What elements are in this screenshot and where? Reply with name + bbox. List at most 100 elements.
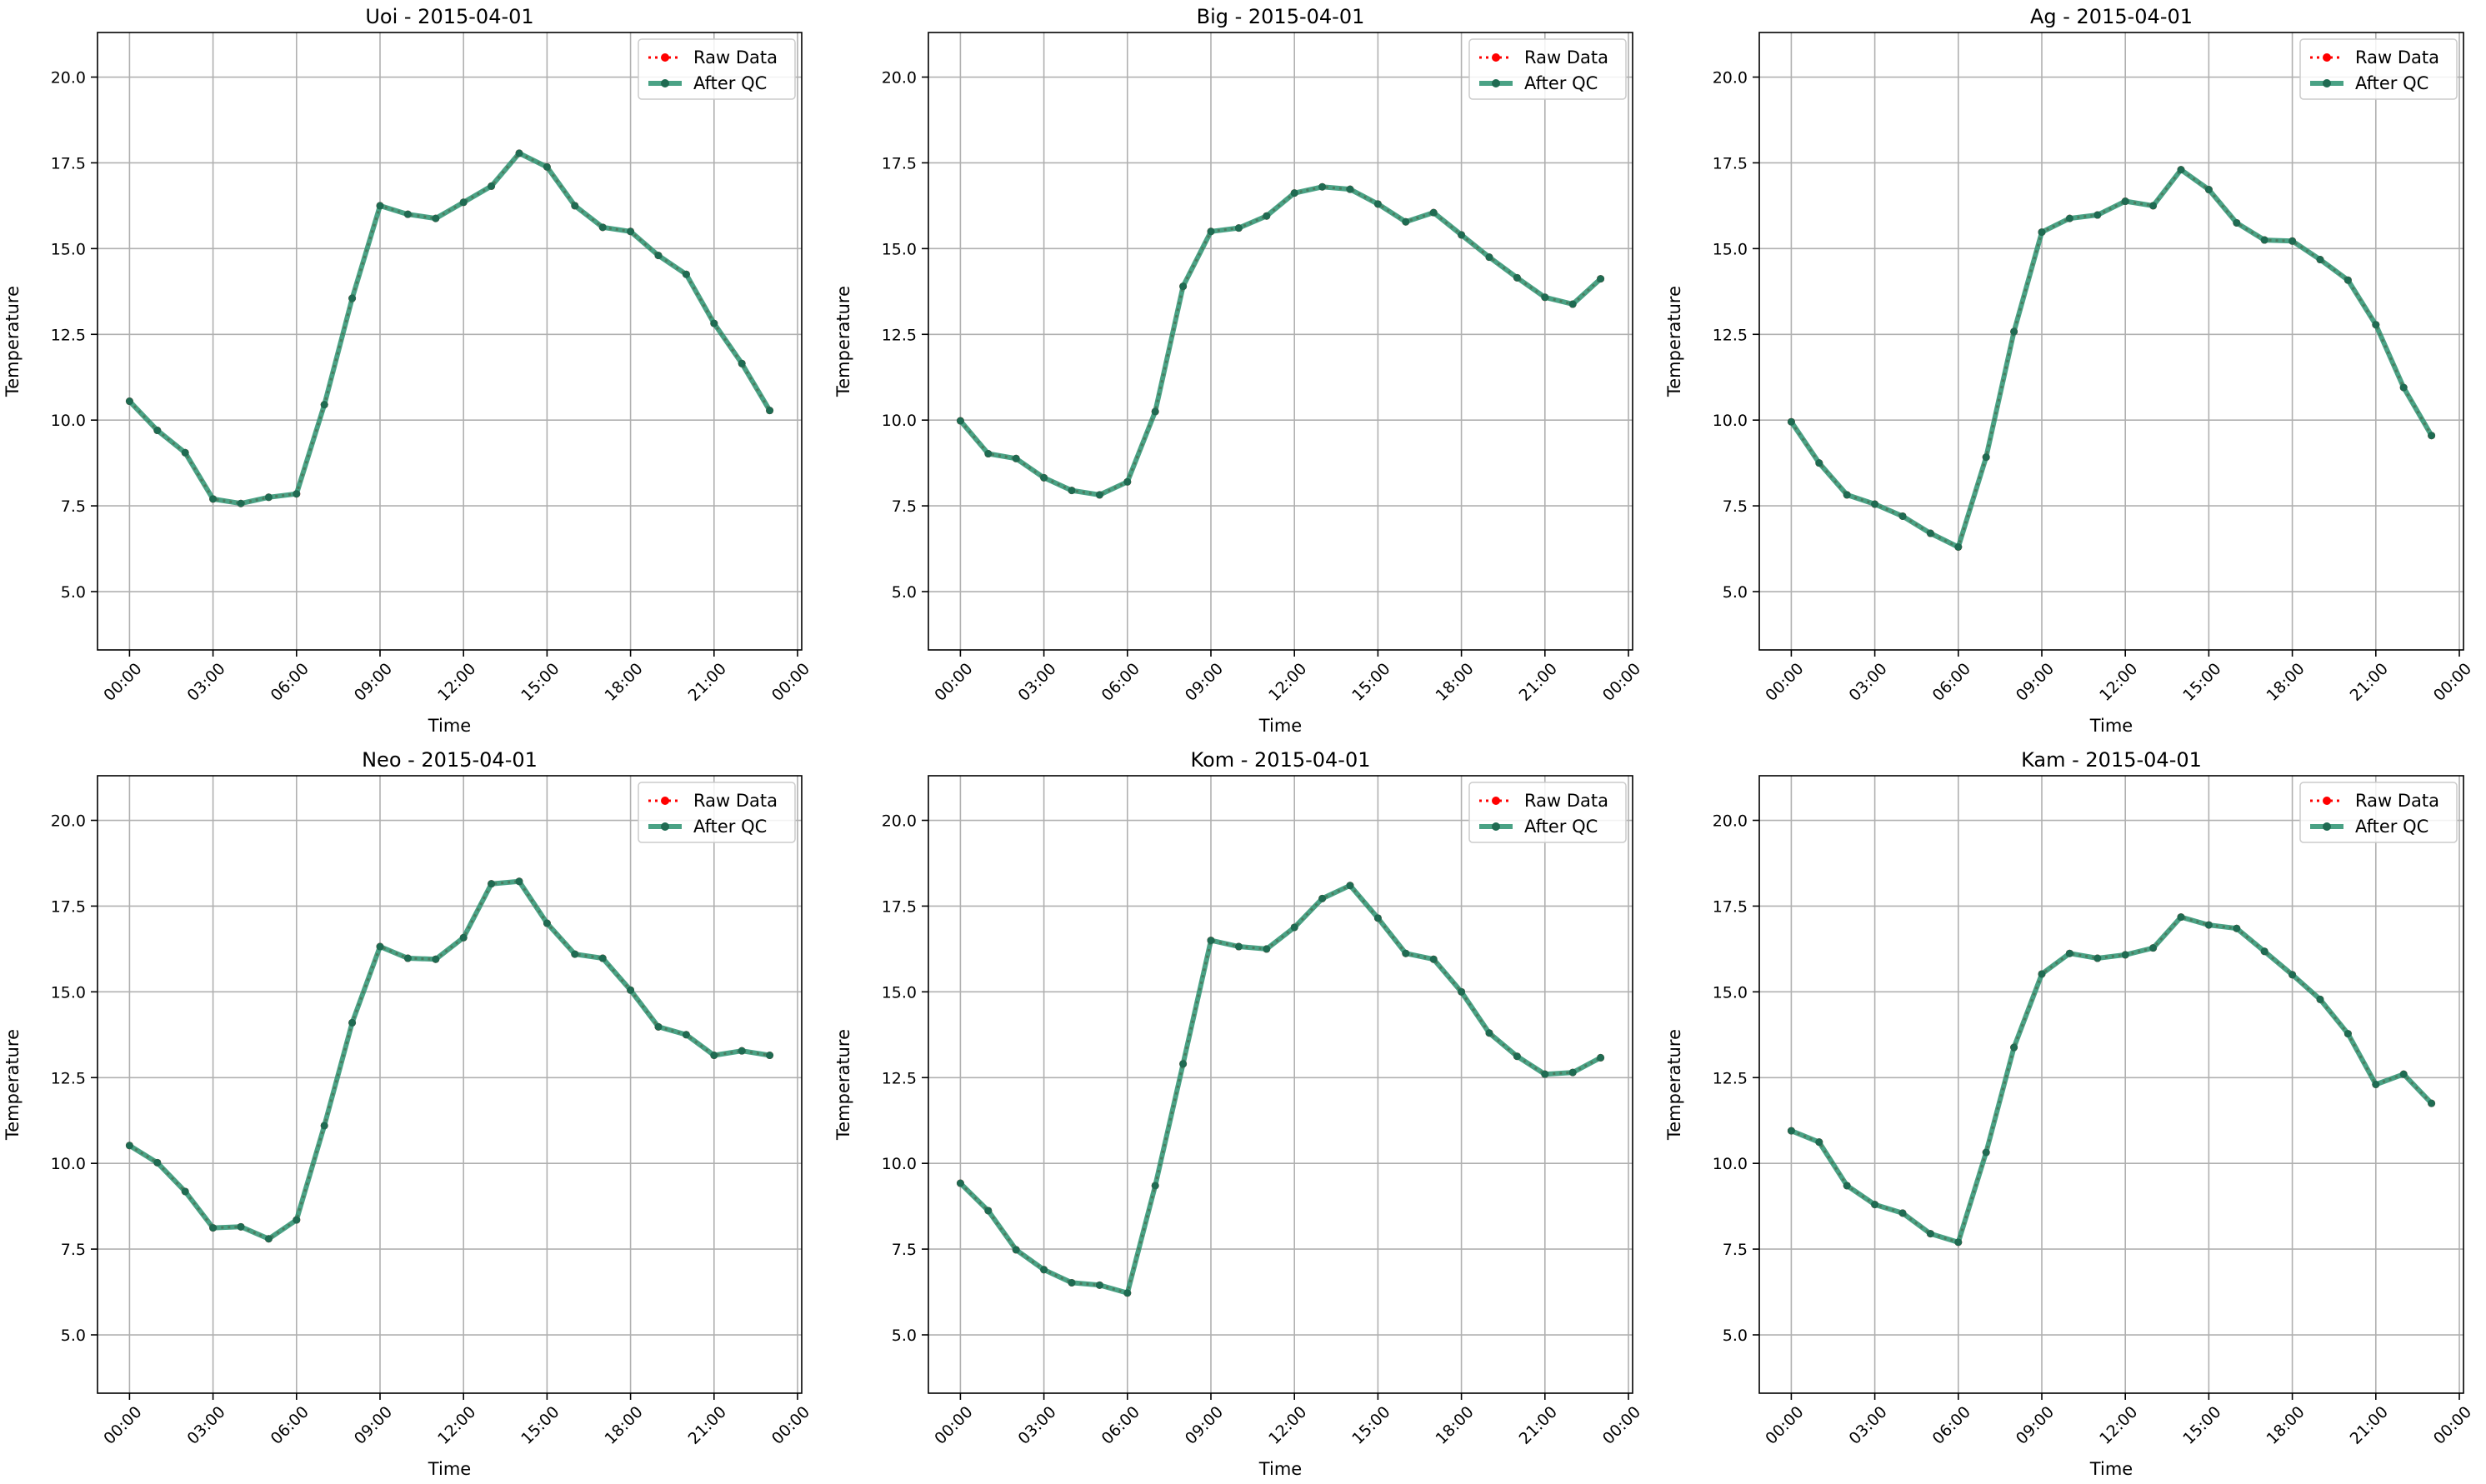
after-qc-point — [1263, 212, 1271, 220]
after-qc-point — [1095, 1281, 1103, 1289]
legend-label-raw-data: Raw Data — [2355, 47, 2439, 67]
legend-marker-raw-data — [661, 53, 669, 62]
after-qc-point — [1843, 491, 1851, 499]
after-qc-point — [682, 270, 690, 278]
x-tick-label: 12:00 — [434, 1403, 479, 1448]
series-line-after-qc — [127, 150, 773, 507]
x-tick-label: 21:00 — [685, 660, 730, 705]
after-qc-point — [1373, 200, 1382, 208]
x-tick-label: 15:00 — [2179, 1403, 2224, 1448]
x-tick-label: 00:00 — [1599, 1403, 1644, 1448]
x-tick-label: 00:00 — [2430, 1403, 2475, 1448]
after-qc-point — [654, 252, 663, 260]
after-qc-point — [1179, 282, 1188, 291]
after-qc-point — [348, 294, 357, 302]
y-axis-label: Temperature — [833, 1029, 853, 1141]
after-qc-point — [2065, 949, 2073, 957]
after-qc-point — [1815, 1138, 1823, 1147]
after-qc-point — [682, 1031, 690, 1039]
after-qc-point — [1982, 453, 1990, 462]
after-qc-point — [1346, 185, 1354, 193]
after-qc-point — [2233, 924, 2241, 932]
after-qc-point — [1926, 529, 1934, 537]
x-tick-label: 12:00 — [2096, 660, 2141, 705]
after-qc-point — [1068, 487, 1076, 495]
after-qc-point — [1485, 253, 1493, 262]
series-line-after-qc — [1788, 914, 2434, 1245]
x-tick-label: 15:00 — [518, 1403, 563, 1448]
after-qc-point — [432, 214, 440, 222]
subplot-1: Uoi - 2015-04-01 5.0 7.5 10.0 12.5 15.0 17.5 20… — [3, 5, 813, 736]
legend-label-after-qc: After QC — [1524, 73, 1598, 93]
after-qc-point — [710, 319, 718, 327]
y-tick-label: 17.5 — [882, 154, 917, 172]
x-tick-label: 00:00 — [2430, 660, 2475, 705]
after-qc-point — [264, 493, 273, 502]
x-tick-label: 18:00 — [1432, 660, 1477, 705]
after-qc-point — [1513, 273, 1521, 282]
after-qc-point — [1541, 293, 1549, 302]
after-qc-point — [1926, 1230, 1934, 1238]
y-tick-label: 5.0 — [892, 583, 917, 602]
legend-marker-after-qc — [1492, 79, 1500, 87]
series-line-raw-data — [959, 883, 1602, 1295]
after-qc-point — [2428, 432, 2436, 440]
after-qc-point — [1151, 407, 1159, 416]
after-qc-point — [1012, 454, 1020, 462]
after-qc-point — [125, 397, 133, 406]
x-tick-label: 21:00 — [2347, 660, 2392, 705]
after-qc-point — [515, 877, 523, 886]
x-tick-label: 18:00 — [2263, 660, 2308, 705]
legend-marker-after-qc — [2323, 79, 2331, 87]
after-qc-point — [1123, 477, 1132, 486]
x-tick-label: 21:00 — [1516, 1403, 1561, 1448]
after-qc-point — [2149, 202, 2158, 210]
after-qc-point — [1541, 1070, 1549, 1078]
after-qc-point — [654, 1022, 663, 1031]
y-tick-label: 15.0 — [882, 240, 917, 258]
after-qc-point — [2038, 970, 2046, 978]
after-qc-point — [627, 986, 635, 994]
after-qc-point — [1843, 1182, 1851, 1190]
y-tick-label: 7.5 — [1723, 1241, 1748, 1259]
x-tick-label: 12:00 — [434, 660, 479, 705]
legend-label-after-qc: After QC — [693, 73, 767, 93]
y-axis-label: Temperature — [3, 1029, 23, 1141]
after-qc-point — [1458, 231, 1466, 239]
legend-label-raw-data: Raw Data — [1524, 791, 1608, 811]
after-qc-point — [956, 417, 964, 425]
x-tick-label: 12:00 — [1265, 660, 1310, 705]
after-qc-point — [766, 407, 774, 415]
after-qc-point — [209, 495, 218, 503]
y-tick-label: 20.0 — [882, 69, 917, 87]
y-tick-label: 10.0 — [1713, 1155, 1748, 1173]
x-tick-label: 18:00 — [601, 1403, 646, 1448]
after-qc-point — [2233, 218, 2241, 227]
x-tick-label: 06:00 — [268, 1403, 313, 1448]
legend-marker-raw-data — [1492, 797, 1500, 805]
series-line-after-qc — [958, 184, 1603, 497]
after-qc-point — [2149, 944, 2158, 952]
after-qc-point — [1318, 894, 1327, 902]
after-qc-point — [1373, 914, 1382, 922]
after-qc-point — [1318, 182, 1327, 191]
after-qc-point — [264, 1235, 273, 1243]
legend-marker-raw-data — [1492, 53, 1500, 62]
after-qc-point — [2010, 327, 2018, 336]
after-qc-point — [1568, 1068, 1577, 1077]
after-qc-point — [1179, 1060, 1188, 1068]
after-qc-point — [1458, 987, 1466, 996]
x-tick-label: 09:00 — [2013, 660, 2058, 705]
legend-marker-after-qc — [2323, 822, 2331, 831]
x-tick-label: 15:00 — [2179, 660, 2224, 705]
after-qc-point — [1068, 1278, 1076, 1287]
after-qc-point — [738, 359, 746, 367]
x-tick-label: 00:00 — [1762, 660, 1807, 705]
x-tick-label: 21:00 — [2347, 1403, 2392, 1448]
y-tick-label: 10.0 — [51, 1155, 86, 1173]
legend-marker-raw-data — [2323, 797, 2331, 805]
legend-label-after-qc: After QC — [693, 817, 767, 837]
x-tick-label: 00:00 — [100, 660, 145, 705]
x-axis-label: Time — [1258, 716, 1302, 736]
legend: Raw Data After QC — [2299, 782, 2458, 843]
